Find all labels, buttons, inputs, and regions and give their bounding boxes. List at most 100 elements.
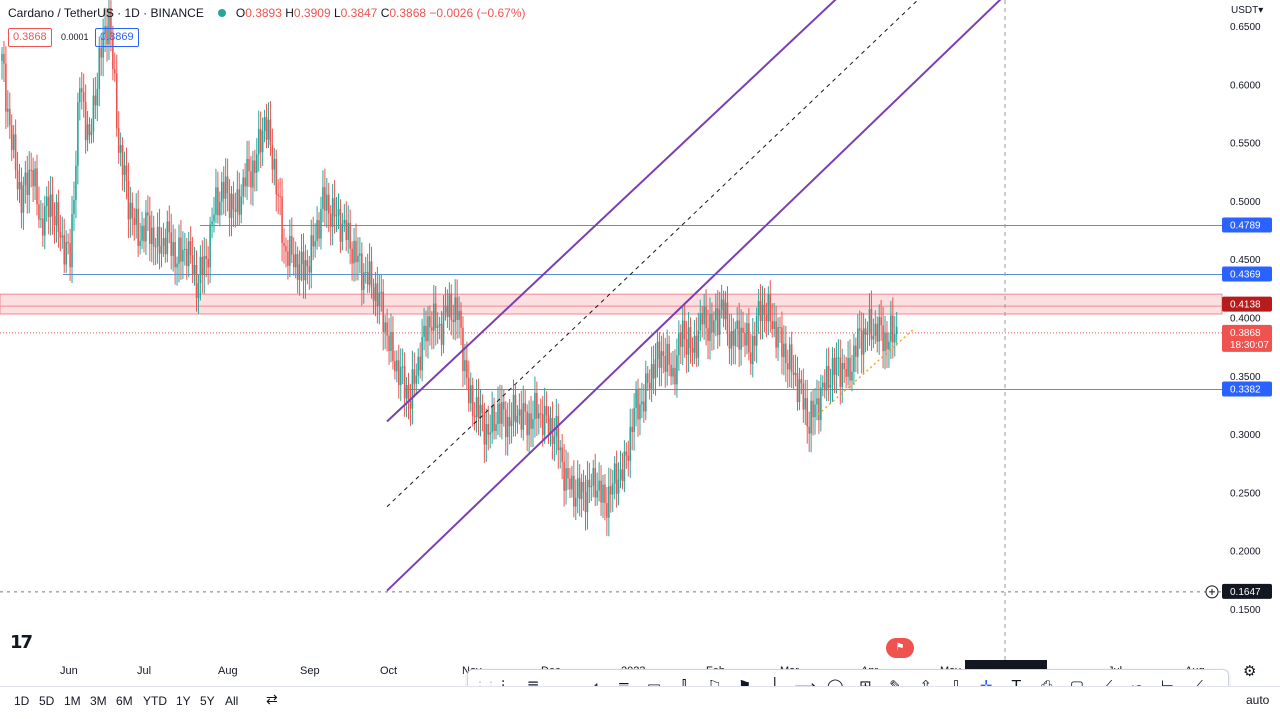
candle-body [892, 315, 894, 343]
candle-body [178, 237, 180, 264]
tradingview-logo[interactable]: 17 [10, 632, 33, 653]
candle-body [744, 333, 746, 346]
price-chart[interactable]: 0.6500 0.6000 0.5500 0.5000 0.4500 0.4000 0.35… [0, 0, 1280, 686]
candle-body [631, 426, 633, 433]
candle-body [347, 222, 350, 241]
symbol-title[interactable]: Cardano / TetherUS · 1D · BINANCE [8, 6, 204, 20]
candle-body [77, 102, 79, 166]
date-range-icon[interactable]: ⇄ [266, 691, 278, 707]
candle-body [110, 8, 112, 38]
candle-body [326, 194, 328, 211]
candle-body [5, 63, 7, 112]
candle-body [131, 202, 134, 219]
buy-button[interactable]: 0.3869 [95, 28, 139, 47]
candle-body [154, 246, 157, 248]
candle-body [623, 451, 626, 482]
candle-body [695, 335, 698, 359]
level-label: 0.4789 [1230, 221, 1261, 232]
candle-body [279, 195, 281, 197]
candle-body [808, 426, 810, 434]
candle-body [401, 366, 404, 368]
candle-body [219, 201, 221, 216]
range-5y[interactable]: 5Y [200, 694, 215, 708]
range-5d[interactable]: 5D [39, 694, 55, 708]
candle-body [421, 336, 423, 371]
candle-body [763, 304, 766, 315]
candle-body [32, 170, 34, 187]
candle-body [246, 158, 248, 187]
candle-body [497, 403, 499, 425]
candle-body [701, 313, 703, 325]
auto-scale-toggle[interactable]: auto [1246, 693, 1270, 707]
range-all[interactable]: All [225, 694, 239, 708]
candle-body [818, 398, 820, 420]
candle-body [240, 196, 243, 215]
candle-body [821, 382, 824, 388]
candle-body [269, 119, 272, 145]
range-1y[interactable]: 1Y [176, 694, 191, 708]
candle-body [730, 331, 733, 349]
y-axis: 0.6500 0.6000 0.5500 0.5000 0.4500 0.4000 0.35… [1230, 22, 1261, 616]
candle-body [611, 483, 614, 495]
candle-body [452, 319, 455, 323]
resistance-zone [0, 293, 1223, 315]
candle-body [374, 283, 377, 301]
candle-body [199, 256, 202, 284]
candle-body [108, 8, 110, 45]
candle-body [425, 325, 427, 342]
alert-level-label: 0.1647 [1230, 587, 1261, 598]
candle-body [549, 418, 552, 434]
candle-body [69, 243, 71, 268]
range-3m[interactable]: 3M [90, 694, 107, 708]
candle-body [532, 419, 534, 429]
events-badge-icon[interactable]: ⚑ [886, 638, 914, 658]
candle-body [672, 367, 674, 377]
candle-body [294, 254, 297, 268]
candle-body [388, 335, 390, 352]
candle-body [691, 347, 694, 353]
settings-gear-icon[interactable]: ⚙ [1243, 663, 1257, 680]
candle-body [331, 198, 334, 227]
candle-body [843, 363, 845, 369]
sell-button[interactable]: 0.3868 [8, 28, 52, 47]
candle-body [444, 305, 447, 313]
level-label-bg [1222, 381, 1272, 397]
candle-body [732, 331, 735, 346]
candle-body [586, 479, 589, 513]
channel-middle-line [386, 0, 919, 508]
candle-body [431, 327, 433, 331]
candle-body [133, 218, 136, 225]
candle-body [224, 176, 227, 199]
candle-body [456, 297, 458, 321]
candle-body [415, 375, 418, 384]
range-1d[interactable]: 1D [14, 694, 30, 708]
candle-body [450, 293, 453, 320]
x-tick-label: Sep [300, 665, 320, 677]
candle-body [392, 331, 394, 362]
candle-body [298, 264, 301, 281]
candle-body [92, 95, 95, 132]
candle-body [49, 194, 52, 218]
candle-body [42, 218, 44, 236]
currency-selector[interactable]: USDT▾ [1231, 5, 1264, 16]
candle-body [67, 241, 69, 244]
range-6m[interactable]: 6M [116, 694, 133, 708]
candles [1, 0, 898, 537]
candle-body [333, 198, 336, 217]
candle-body [403, 366, 406, 399]
range-ytd[interactable]: YTD [143, 694, 167, 708]
candle-body [73, 199, 75, 214]
candle-body [238, 189, 241, 215]
candle-body [226, 176, 229, 194]
candle-body [94, 95, 97, 106]
candle-body [516, 415, 519, 423]
candle-body [857, 328, 859, 357]
range-1m[interactable]: 1M [64, 694, 81, 708]
candle-body [283, 243, 285, 247]
candle-body [205, 256, 208, 259]
candle-body [510, 420, 513, 427]
candle-body [75, 165, 77, 200]
candle-body [411, 369, 414, 409]
candle-body [870, 309, 873, 340]
candle-body [117, 128, 120, 153]
